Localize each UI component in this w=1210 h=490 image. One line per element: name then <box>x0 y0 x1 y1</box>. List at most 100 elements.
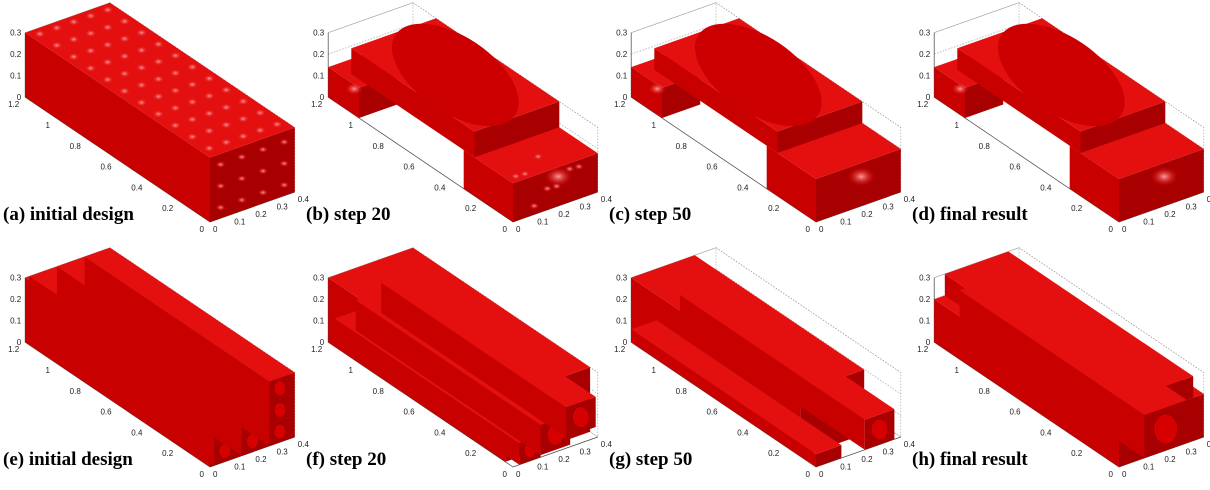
x-tick-label: 0.3 <box>580 203 592 212</box>
x-tick-label: 0.4 <box>298 195 310 204</box>
highlight <box>135 98 147 106</box>
panel-caption: (d) final result <box>912 204 1028 225</box>
z-tick-label: 0.3 <box>313 274 325 283</box>
y-tick-label: 0 <box>806 470 811 479</box>
x-tick-label: 0 <box>819 470 824 479</box>
highlight <box>216 183 226 190</box>
highlight <box>220 121 232 129</box>
y-tick-label: 0.6 <box>100 163 112 172</box>
y-tick-label: 0.6 <box>403 163 415 172</box>
highlight <box>169 121 181 129</box>
x-tick-label: 0.1 <box>840 218 852 227</box>
x-tick-label: 0.3 <box>883 448 895 457</box>
y-tick-label: 1 <box>955 366 960 375</box>
x-tick-label: 0.2 <box>861 455 873 464</box>
z-tick-label: 0.1 <box>616 317 628 326</box>
highlight <box>648 83 666 96</box>
z-tick-label: 0.1 <box>919 317 931 326</box>
highlight <box>271 120 283 128</box>
highlight <box>203 92 215 100</box>
x-tick-label: 0.4 <box>601 195 613 204</box>
highlight <box>85 64 97 72</box>
y-tick-label: 0 <box>1109 470 1114 479</box>
y-tick-label: 0.6 <box>1009 163 1021 172</box>
highlight <box>152 75 164 83</box>
highlight <box>152 57 164 65</box>
x-tick-label: 0.3 <box>277 203 289 212</box>
x-tick-label: 0.3 <box>1186 448 1198 457</box>
highlight <box>258 168 268 175</box>
highlight <box>220 103 232 111</box>
y-tick-label: 0.4 <box>131 428 143 437</box>
panel: 00.10.20.300.20.40.60.811.200.10.20.30.4… <box>912 3 1210 234</box>
highlight <box>51 41 63 49</box>
highlight <box>1150 167 1178 187</box>
y-tick-label: 0.2 <box>465 449 477 458</box>
x-tick-label: 0 <box>1122 225 1127 234</box>
x-tick-label: 0.3 <box>580 448 592 457</box>
panel: 00.10.20.300.20.40.60.811.200.10.20.30.4… <box>609 3 915 234</box>
highlight <box>152 110 164 118</box>
highlight <box>254 126 266 134</box>
highlight <box>119 52 131 60</box>
highlight <box>68 53 80 61</box>
x-tick-label: 0.3 <box>1186 203 1198 212</box>
x-tick-label: 0 <box>213 225 218 234</box>
z-tick-label: 0.2 <box>616 295 628 304</box>
y-tick-label: 0.8 <box>373 142 385 151</box>
highlight <box>102 6 114 14</box>
y-tick-label: 0 <box>503 225 508 234</box>
y-tick-label: 0 <box>1109 225 1114 234</box>
tube-end <box>274 381 286 396</box>
y-tick-label: 0.8 <box>70 387 82 396</box>
highlight <box>34 30 46 38</box>
z-tick-label: 0.3 <box>313 29 325 38</box>
x-tick-label: 0.3 <box>883 203 895 212</box>
y-tick-label: 1 <box>955 121 960 130</box>
y-tick-label: 0 <box>806 225 811 234</box>
highlight <box>169 104 181 112</box>
z-tick-label: 0.3 <box>616 274 628 283</box>
z-tick-label: 0.1 <box>10 72 22 81</box>
y-tick-label: 0.2 <box>768 204 780 213</box>
z-tick-label: 0.2 <box>10 295 22 304</box>
highlight <box>136 63 148 71</box>
panel: 00.10.20.300.20.40.60.811.200.10.20.30.4… <box>306 248 612 479</box>
panel-caption: (c) step 50 <box>609 204 691 225</box>
tube-end <box>572 407 589 428</box>
highlight <box>186 80 198 88</box>
tube-end <box>274 424 286 439</box>
highlight <box>237 154 247 161</box>
highlight <box>237 115 249 123</box>
y-tick-label: 0.2 <box>465 204 477 213</box>
y-tick-label: 0.8 <box>676 142 688 151</box>
x-tick-label: 0 <box>516 225 521 234</box>
y-tick-label: 0.8 <box>373 387 385 396</box>
y-tick-label: 0.4 <box>1040 183 1052 192</box>
highlight <box>186 115 198 123</box>
highlight <box>220 138 232 146</box>
x-tick-label: 0.3 <box>277 448 289 457</box>
z-tick-label: 0.1 <box>313 317 325 326</box>
highlight <box>119 35 131 43</box>
y-tick-label: 0.6 <box>706 408 718 417</box>
y-tick-label: 0.2 <box>1071 204 1083 213</box>
highlight <box>119 17 131 25</box>
highlight <box>68 18 80 26</box>
highlight <box>203 74 215 82</box>
tube-end <box>274 403 286 418</box>
x-tick-label: 0.2 <box>558 210 570 219</box>
x-tick-label: 0.1 <box>1143 463 1155 472</box>
highlight <box>258 189 268 196</box>
y-tick-label: 0.2 <box>1071 449 1083 458</box>
y-tick-label: 0.6 <box>706 163 718 172</box>
highlight <box>169 86 181 94</box>
y-tick-label: 0.2 <box>162 204 174 213</box>
y-tick-label: 1.2 <box>8 345 20 354</box>
highlight <box>119 69 131 77</box>
panel-caption: (h) final result <box>912 449 1028 470</box>
x-tick-label: 0 <box>516 470 521 479</box>
y-tick-label: 0.4 <box>434 428 446 437</box>
z-tick-label: 0.2 <box>10 50 22 59</box>
y-tick-label: 0.8 <box>979 142 991 151</box>
